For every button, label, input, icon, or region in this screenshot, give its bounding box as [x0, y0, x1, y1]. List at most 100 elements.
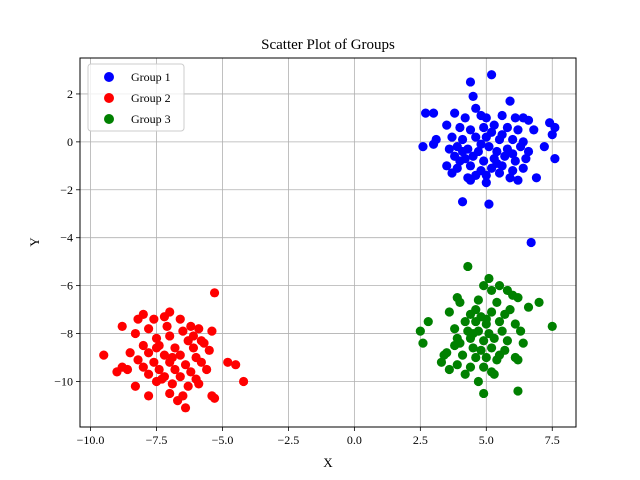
scatter-point-group-1 [500, 151, 510, 161]
scatter-point-group-1 [484, 199, 494, 209]
scatter-point-group-1 [508, 149, 518, 159]
scatter-point-group-3 [463, 261, 473, 272]
scatter-point-group-1 [521, 154, 531, 164]
scatter-point-group-2 [138, 340, 148, 351]
scatter-point-group-2 [207, 326, 217, 336]
scatter-point-group-3 [486, 343, 497, 353]
scatter-point-group-1 [518, 163, 528, 173]
scatter-point-group-1 [497, 110, 507, 121]
scatter-point-group-2 [130, 328, 141, 339]
scatter-point-group-1 [455, 156, 465, 166]
scatter-point-group-3 [479, 388, 489, 399]
scatter-point-group-2 [165, 331, 175, 341]
scatter-point-group-2 [159, 312, 170, 322]
x-tick-label: −2.5 [278, 433, 300, 447]
scatter-point-group-3 [494, 316, 505, 327]
scatter-point-group-2 [143, 324, 154, 334]
scatter-point-group-1 [510, 113, 520, 123]
scatter-point-group-3 [473, 295, 483, 305]
scatter-point-group-1 [502, 122, 513, 133]
y-tick-label: 0 [67, 135, 73, 149]
scatter-point-group-1 [457, 197, 468, 207]
legend: Group 1 Group 2 Group 3 [87, 63, 185, 132]
scatter-point-group-3 [547, 321, 557, 331]
scatter-point-group-3 [513, 293, 523, 303]
scatter-point-group-2 [99, 350, 109, 360]
scatter-point-group-2 [130, 381, 141, 391]
scatter-point-group-1 [460, 113, 470, 123]
scatter-point-group-2 [194, 379, 204, 389]
scatter-point-group-1 [550, 122, 560, 133]
scatter-point-group-3 [415, 326, 425, 336]
scatter-point-group-1 [465, 161, 476, 171]
scatter-point-group-3 [486, 307, 497, 317]
scatter-point-group-2 [143, 369, 154, 379]
scatter-point-group-3 [497, 326, 507, 336]
axes-frame [79, 57, 577, 428]
scatter-point-group-2 [151, 333, 162, 343]
scatter-point-group-1 [508, 166, 518, 176]
scatter-point-group-3 [515, 326, 526, 336]
scatter-point-group-1 [505, 96, 515, 106]
scatter-point-group-1 [492, 146, 502, 157]
legend-marker-group-2 [104, 93, 114, 103]
scatter-point-group-1 [428, 108, 439, 118]
scatter-point-group-3 [505, 304, 515, 315]
scatter-point-group-3 [450, 324, 460, 334]
scatter-point-group-2 [154, 364, 164, 375]
scatter-point-group-2 [231, 360, 241, 370]
y-axis-label: Y [27, 237, 42, 247]
scatter-point-group-1 [523, 115, 534, 125]
scatter-point-group-3 [452, 360, 462, 370]
y-tick-label: −10 [54, 374, 73, 388]
scatter-point-group-1 [526, 237, 536, 248]
scatter-point-group-2 [167, 379, 177, 389]
scatter-point-group-1 [455, 122, 465, 133]
scatter-point-group-2 [223, 357, 233, 367]
scatter-point-group-2 [151, 343, 162, 353]
scatter-point-group-2 [188, 331, 199, 341]
plot-area: −10.0 −7.5 −5.0 −2.5 0.0 2.5 5.0 7.5 −10−8−6−4−… [54, 57, 577, 447]
scatter-point-group-2 [202, 364, 212, 375]
scatter-point-group-3 [455, 297, 465, 308]
scatter-point-group-2 [122, 364, 133, 375]
scatter-point-group-1 [481, 177, 491, 188]
scatter-point-group-2 [133, 314, 143, 324]
scatter-point-group-3 [439, 350, 449, 360]
scatter-point-group-3 [479, 281, 489, 291]
scatter-point-group-1 [457, 146, 468, 157]
scatter-point-group-2 [149, 314, 159, 324]
scatter-point-group-3 [476, 345, 486, 355]
scatter-point-group-2 [194, 324, 204, 334]
scatter-point-group-1 [489, 120, 499, 130]
scatter-point-group-2 [186, 321, 196, 331]
scatter-point-group-2 [209, 393, 220, 403]
y-tick-label: −6 [60, 279, 73, 293]
scatter-point-group-1 [428, 139, 439, 149]
y-tick-label: −2 [60, 183, 73, 197]
scatter-point-group-3 [510, 319, 520, 329]
scatter-point-group-2 [138, 362, 148, 372]
scatter-point-group-1 [513, 175, 523, 185]
chart-title: Scatter Plot of Groups [261, 37, 395, 53]
x-tick-label: −7.5 [146, 433, 168, 447]
scatter-point-group-1 [465, 175, 476, 185]
legend-marker-group-3 [104, 114, 114, 124]
scatter-point-group-2 [180, 360, 191, 370]
scatter-point-group-1 [444, 144, 454, 154]
scatter-point-group-1 [418, 142, 428, 152]
scatter-point-group-1 [550, 154, 560, 164]
scatter-point-group-3 [436, 357, 447, 367]
scatter-point-group-2 [199, 338, 209, 348]
scatter-point-group-2 [178, 326, 188, 336]
scatter-point-group-3 [455, 338, 465, 348]
scatter-point-group-1 [481, 113, 491, 123]
scatter-point-group-2 [133, 355, 143, 365]
scatter-point-group-2 [170, 364, 180, 375]
x-axis-label: X [323, 455, 333, 470]
scatter-point-group-3 [489, 333, 499, 343]
scatter-point-group-2 [180, 403, 191, 413]
scatter-point-group-3 [481, 352, 491, 363]
x-tick-label: −10.0 [77, 433, 105, 447]
scatter-point-group-2 [209, 288, 220, 298]
